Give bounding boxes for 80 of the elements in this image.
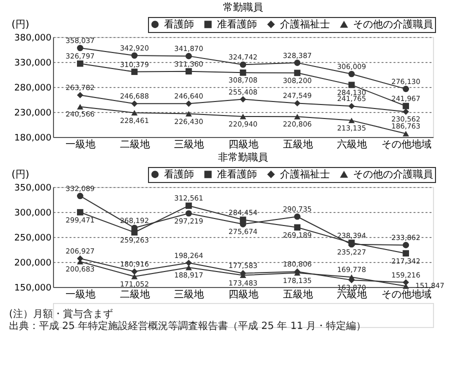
point (186, 202, 192, 209)
y-tick-label: 380,000 (14, 34, 52, 44)
legend-label: 准看護師 (217, 168, 257, 180)
point (294, 70, 300, 76)
legend-label: 看護師 (164, 18, 194, 30)
point (186, 100, 192, 107)
point (186, 111, 192, 117)
point (240, 61, 246, 68)
x-tick-label: 三級地 (174, 288, 204, 300)
y-axis-title: (円) (12, 170, 30, 180)
point (76, 60, 84, 67)
y-tick-label: 350,000 (14, 184, 52, 194)
point (131, 68, 138, 75)
legend-label: 介護福祉士 (280, 168, 330, 180)
point (348, 70, 355, 78)
point (294, 100, 300, 106)
x-tick-label: その他地域 (381, 138, 432, 150)
point (294, 60, 300, 66)
y-tick-label: 200,000 (14, 258, 52, 268)
point (131, 229, 138, 236)
point (402, 130, 410, 136)
point (402, 242, 410, 248)
y-tick-label: 250,000 (14, 234, 52, 244)
chart-title: 常勤職員 (223, 2, 263, 14)
point (348, 274, 355, 280)
point (186, 68, 192, 74)
point (294, 224, 300, 231)
point (76, 104, 84, 110)
x-tick-label: 二級地 (120, 288, 150, 300)
x-tick-label: 二級地 (120, 138, 150, 150)
point (240, 69, 246, 76)
y-tick-label: 330,000 (14, 58, 52, 68)
y-tick-label: 280,000 (14, 84, 52, 94)
x-tick-label: 四級地 (228, 138, 258, 150)
point (131, 110, 138, 116)
x-tick-label: 三級地 (174, 138, 204, 150)
point (240, 96, 246, 102)
point (131, 268, 138, 275)
point (76, 92, 84, 98)
point (402, 250, 410, 256)
chart-title: 非常勤職員 (218, 152, 268, 164)
point (76, 44, 84, 52)
legend-label: 看護師 (164, 168, 194, 180)
x-tick-label: 四級地 (228, 288, 258, 300)
point (76, 192, 84, 200)
point (402, 86, 410, 92)
legend-label: 介護福祉士 (280, 18, 330, 30)
y-tick-label: 300,000 (14, 208, 52, 218)
text: (注）月額・賞与含まず (9, 308, 113, 320)
point (402, 108, 410, 115)
x-tick-label: 五級地 (282, 138, 313, 150)
point (186, 52, 192, 60)
point (131, 100, 138, 107)
point (240, 114, 246, 120)
point (348, 118, 355, 124)
legend-label: その他の介護職員 (353, 18, 433, 30)
point (402, 102, 410, 110)
x-tick-label: その他地域 (381, 288, 432, 300)
x-tick-label: 五級地 (282, 288, 313, 300)
point (240, 216, 246, 223)
point (348, 82, 355, 88)
point (131, 52, 138, 59)
point (186, 260, 192, 266)
point (186, 210, 192, 217)
source-note: 出典：平成 25 年特定施設経営概況等調査報告書（平成 25 年 11 月・特定編） (9, 320, 366, 332)
point (348, 102, 355, 110)
legend-label: 准看護師 (217, 18, 257, 30)
y-axis-title: (円) (12, 20, 30, 30)
y-tick-label: 230,000 (14, 108, 52, 118)
y-tick-label: 150,000 (14, 284, 52, 294)
x-tick-label: 一級地 (66, 288, 96, 300)
point (294, 213, 300, 220)
y-tick-label: 180,000 (14, 134, 52, 144)
point (131, 274, 138, 280)
legend-label: その他の介護職員 (353, 168, 433, 180)
point (76, 209, 84, 216)
x-tick-label: 六級地 (337, 288, 368, 300)
x-tick-label: 一級地 (66, 138, 96, 150)
point (294, 114, 300, 120)
x-tick-label: 六級地 (337, 138, 368, 150)
